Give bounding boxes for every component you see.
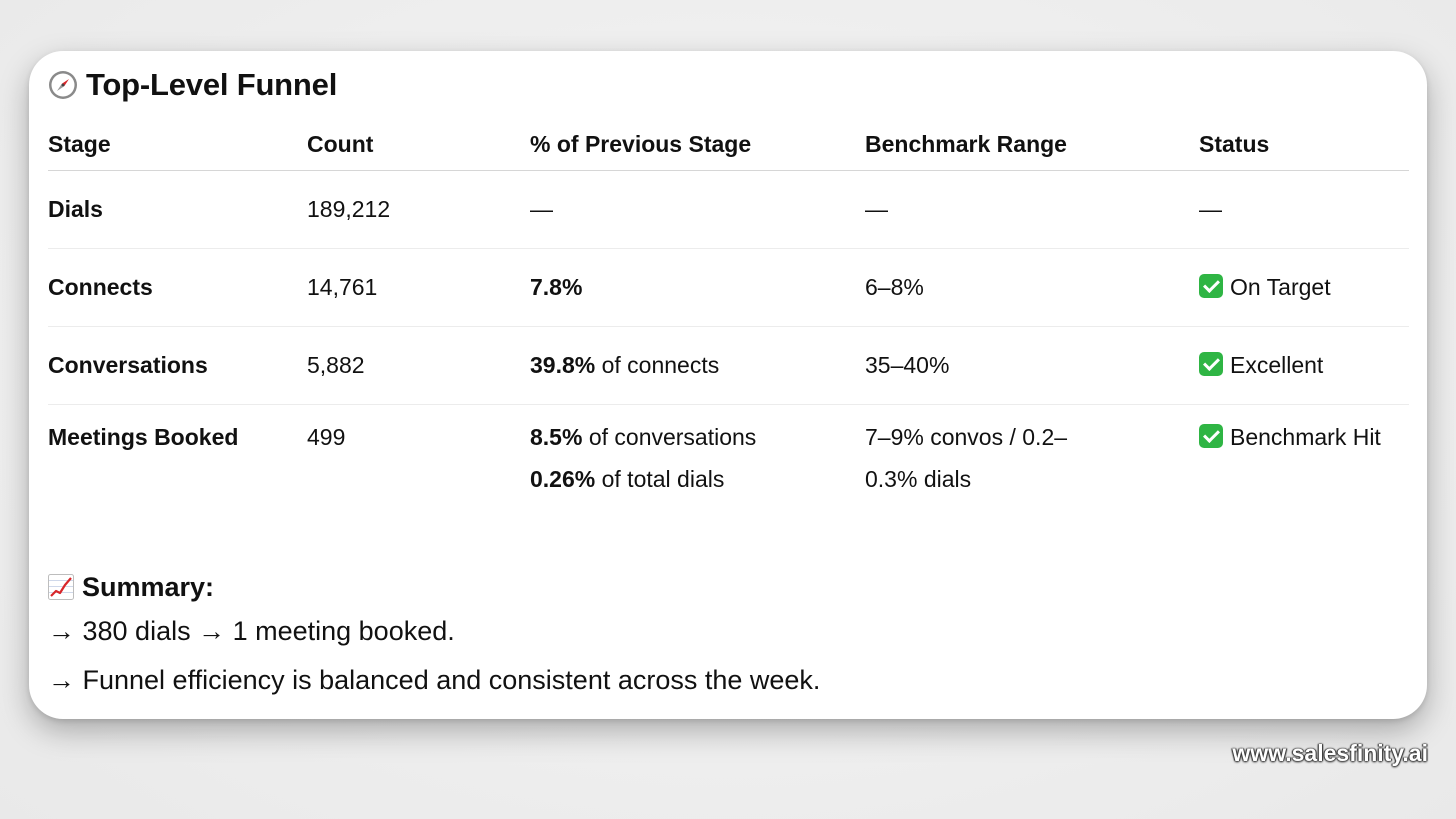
table-row-conversations: Conversations 5,882 39.8% of connects 35…	[48, 326, 1409, 405]
status-text: On Target	[1230, 274, 1331, 300]
card-title: Top-Level Funnel	[48, 67, 337, 103]
cell-pct: 8.5% of conversations 0.26% of total dia…	[530, 405, 865, 538]
pct-value: 0.26%	[530, 466, 596, 492]
title-text: Top-Level Funnel	[86, 67, 338, 102]
summary-title-text: Summary:	[82, 571, 215, 602]
summary-section: Summary: → 380 dials → 1 meeting booked.…	[48, 567, 820, 705]
stage-text: Meetings Booked	[48, 424, 239, 450]
funnel-table: Stage Count % of Previous Stage Benchmar…	[48, 119, 1409, 537]
funnel-card: Top-Level Funnel Stage Count % of Previo…	[29, 51, 1427, 719]
table-header-row: Stage Count % of Previous Stage Benchmar…	[48, 119, 1409, 171]
cell-count: 14,761	[307, 248, 530, 327]
benchmark-line: 7–9% convos / 0.2–	[865, 424, 1068, 450]
chart-increasing-icon	[48, 574, 74, 600]
cell-pct: 39.8% of connects	[530, 326, 865, 405]
cell-count: 499	[307, 405, 530, 538]
cell-benchmark: 7–9% convos / 0.2– 0.3% dials	[865, 405, 1199, 538]
cell-benchmark: —	[865, 170, 1199, 249]
pct-line: 8.5% of conversations	[530, 416, 865, 458]
pct-value: —	[530, 196, 553, 222]
summary-line: → 380 dials → 1 meeting booked.	[48, 616, 455, 646]
check-icon	[1199, 274, 1223, 298]
pct-suffix: of conversations	[582, 424, 757, 450]
header-count: Count	[307, 119, 530, 171]
pct-suffix: of connects	[595, 352, 720, 378]
cell-benchmark: 35–40%	[865, 326, 1199, 405]
pct-value: 8.5%	[530, 424, 583, 450]
summary-heading: Summary:	[48, 567, 820, 607]
table-row-meetings-booked: Meetings Booked 499 8.5% of conversation…	[48, 405, 1409, 538]
header-stage: Stage	[48, 119, 307, 171]
cell-stage: Conversations	[48, 326, 307, 405]
benchmark-line: 0.3% dials	[865, 466, 972, 492]
cell-stage: Meetings Booked	[48, 405, 307, 538]
table-row-dials: Dials 189,212 — — —	[48, 170, 1409, 249]
compass-icon	[48, 70, 78, 100]
cell-status: Benchmark Hit	[1199, 405, 1409, 538]
cell-count: 5,882	[307, 326, 530, 405]
cell-benchmark: 6–8%	[865, 248, 1199, 327]
check-icon	[1199, 352, 1223, 376]
pct-line: 0.26% of total dials	[530, 458, 865, 500]
table-row-connects: Connects 14,761 7.8% 6–8% On Target	[48, 248, 1409, 327]
status-text: Benchmark Hit	[1230, 424, 1381, 450]
header-status: Status	[1199, 119, 1409, 171]
pct-value: 7.8%	[530, 274, 583, 300]
cell-count: 189,212	[307, 170, 530, 249]
cell-status: On Target	[1199, 248, 1409, 327]
cell-stage: Connects	[48, 248, 307, 327]
check-icon	[1199, 424, 1223, 448]
watermark: www.salesfinity.ai	[1232, 740, 1428, 766]
count-text: 499	[307, 424, 346, 450]
header-pct-previous: % of Previous Stage	[530, 119, 865, 171]
cell-stage: Dials	[48, 170, 307, 249]
cell-status: —	[1199, 170, 1409, 249]
pct-suffix: of total dials	[595, 466, 725, 492]
header-benchmark: Benchmark Range	[865, 119, 1199, 171]
status-text: Excellent	[1230, 352, 1324, 378]
summary-line: → Funnel efficiency is balanced and cons…	[48, 665, 821, 695]
cell-status: Excellent	[1199, 326, 1409, 405]
cell-pct: —	[530, 170, 865, 249]
pct-value: 39.8%	[530, 352, 596, 378]
cell-pct: 7.8%	[530, 248, 865, 327]
